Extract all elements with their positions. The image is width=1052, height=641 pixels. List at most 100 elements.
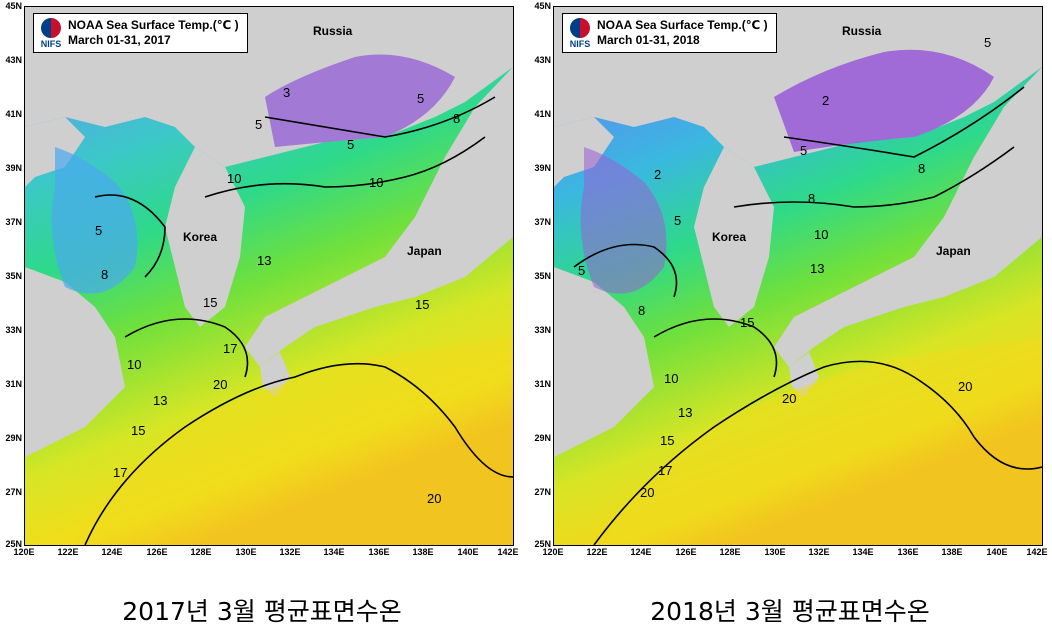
isotherm-label: 13 xyxy=(257,253,271,268)
lat-tick-label: 27N xyxy=(5,487,22,497)
lon-tick-label: 128E xyxy=(719,547,741,557)
lat-tick-label: 27N xyxy=(534,487,551,497)
lat-tick-label: 39N xyxy=(534,163,551,173)
lon-tick-label: 120E xyxy=(13,547,35,557)
sst-map-2018: Russia Korea Japan 2 2 5 5 5 5 8 8 8 10 … xyxy=(553,6,1043,546)
lon-tick-label: 124E xyxy=(630,547,652,557)
lat-tick-label: 45N xyxy=(534,1,551,11)
lat-tick-label: 31N xyxy=(5,379,22,389)
china-east-coast xyxy=(25,267,125,457)
lat-tick-label: 35N xyxy=(534,271,551,281)
isotherm-label: 10 xyxy=(369,175,383,190)
isotherm-line xyxy=(733,146,1015,208)
japan-label: Japan xyxy=(936,244,971,258)
isotherm-label: 17 xyxy=(113,465,127,480)
lon-tick-label: 122E xyxy=(586,547,608,557)
isotherm-label: 20 xyxy=(213,377,227,392)
lat-tick-label: 45N xyxy=(5,1,22,11)
caption-2018: 2018년 3월 평균표면수온 xyxy=(650,597,930,626)
lon-tick-label: 134E xyxy=(323,547,345,557)
isotherm-label: 15 xyxy=(203,295,217,310)
lat-tick-label: 37N xyxy=(5,217,22,227)
lon-tick-label: 142E xyxy=(497,547,519,557)
isotherm-label: 10 xyxy=(814,227,828,242)
isotherm-label: 3 xyxy=(283,85,290,100)
lat-tick-label: 25N xyxy=(5,539,22,549)
korea-label: Korea xyxy=(712,230,746,244)
yellow-sea-cold-region xyxy=(580,147,667,294)
isotherm-line xyxy=(204,136,486,198)
korea-peninsula xyxy=(165,147,245,327)
isotherm-label: 5 xyxy=(674,213,681,228)
sst-panel-2017: Russia Korea Japan 3 5 5 5 5 8 8 10 10 1… xyxy=(0,0,520,570)
lat-tick-label: 31N xyxy=(534,379,551,389)
isotherm-line xyxy=(94,194,166,278)
isotherm-label: 10 xyxy=(127,357,141,372)
isotherm-label: 8 xyxy=(453,111,460,126)
isotherm-label: 20 xyxy=(640,485,654,500)
isotherm-label: 10 xyxy=(664,371,678,386)
lon-tick-label: 136E xyxy=(368,547,390,557)
lon-tick-label: 140E xyxy=(457,547,479,557)
isotherm-label: 2 xyxy=(654,167,661,182)
isotherm-label: 10 xyxy=(227,171,241,186)
isotherm-line xyxy=(653,318,778,378)
japan-main-islands xyxy=(774,67,1042,367)
sst-map-canvas-2017: Russia Korea Japan 3 5 5 5 5 8 8 10 10 1… xyxy=(25,7,513,545)
lat-tick-label: 41N xyxy=(534,109,551,119)
sst-map-canvas-2018: Russia Korea Japan 2 2 5 5 5 5 8 8 8 10 … xyxy=(554,7,1042,545)
lat-tick-label: 29N xyxy=(5,433,22,443)
isotherm-label: 15 xyxy=(415,297,429,312)
isotherm-line xyxy=(573,243,678,298)
taegeuk-icon xyxy=(569,17,591,39)
isotherm-label: 15 xyxy=(131,423,145,438)
lon-tick-label: 138E xyxy=(941,547,963,557)
isotherm-label: 5 xyxy=(417,91,424,106)
lon-tick-label: 140E xyxy=(986,547,1008,557)
isotherm-label: 13 xyxy=(153,393,167,408)
isotherm-label: 20 xyxy=(958,379,972,394)
yellow-sea-cool-region xyxy=(51,147,138,294)
lon-tick-label: 132E xyxy=(808,547,830,557)
caption-2017: 2017년 3월 평균표면수온 xyxy=(122,597,402,626)
lon-tick-label: 120E xyxy=(542,547,564,557)
lon-tick-label: 126E xyxy=(675,547,697,557)
isotherm-label: 20 xyxy=(782,391,796,406)
lat-tick-label: 25N xyxy=(534,539,551,549)
isotherm-label: 13 xyxy=(810,261,824,276)
lat-tick-label: 35N xyxy=(5,271,22,281)
isotherm-label: 8 xyxy=(808,191,815,206)
lon-tick-label: 136E xyxy=(897,547,919,557)
lat-tick-label: 39N xyxy=(5,163,22,173)
lat-tick-label: 43N xyxy=(534,55,551,65)
map-legend-box: NIFS NOAA Sea Surface Temp.(℃ ) March 01… xyxy=(562,13,777,53)
lon-tick-label: 130E xyxy=(764,547,786,557)
warm-water-region xyxy=(75,337,513,545)
korea-peninsula xyxy=(694,147,774,327)
lon-tick-label: 126E xyxy=(146,547,168,557)
isotherm-line xyxy=(783,86,1025,158)
map-title: NOAA Sea Surface Temp.(℃ ) xyxy=(597,18,768,32)
lon-tick-label: 128E xyxy=(190,547,212,557)
lon-tick-label: 122E xyxy=(57,547,79,557)
map-period: March 01-31, 2017 xyxy=(68,33,171,47)
lon-tick-label: 132E xyxy=(279,547,301,557)
sst-map-2017: Russia Korea Japan 3 5 5 5 5 8 8 10 10 1… xyxy=(24,6,514,546)
lon-tick-label: 138E xyxy=(412,547,434,557)
lon-tick-label: 124E xyxy=(101,547,123,557)
isotherm-line xyxy=(264,96,496,138)
japan-label: Japan xyxy=(407,244,442,258)
lat-tick-label: 43N xyxy=(5,55,22,65)
isotherm-label: 17 xyxy=(658,463,672,478)
japan-main-islands xyxy=(245,67,513,367)
isotherm-label: 8 xyxy=(918,161,925,176)
lon-tick-label: 142E xyxy=(1026,547,1048,557)
cold-water-region xyxy=(774,49,994,152)
taegeuk-icon xyxy=(40,17,62,39)
lat-tick-label: 33N xyxy=(534,325,551,335)
sst-panel-2018: Russia Korea Japan 2 2 5 5 5 5 8 8 8 10 … xyxy=(529,0,1049,570)
lon-tick-label: 130E xyxy=(235,547,257,557)
isotherm-label: 13 xyxy=(678,405,692,420)
isotherm-line xyxy=(593,360,1042,545)
map-legend-box: NIFS NOAA Sea Surface Temp.(℃ ) March 01… xyxy=(33,13,248,53)
